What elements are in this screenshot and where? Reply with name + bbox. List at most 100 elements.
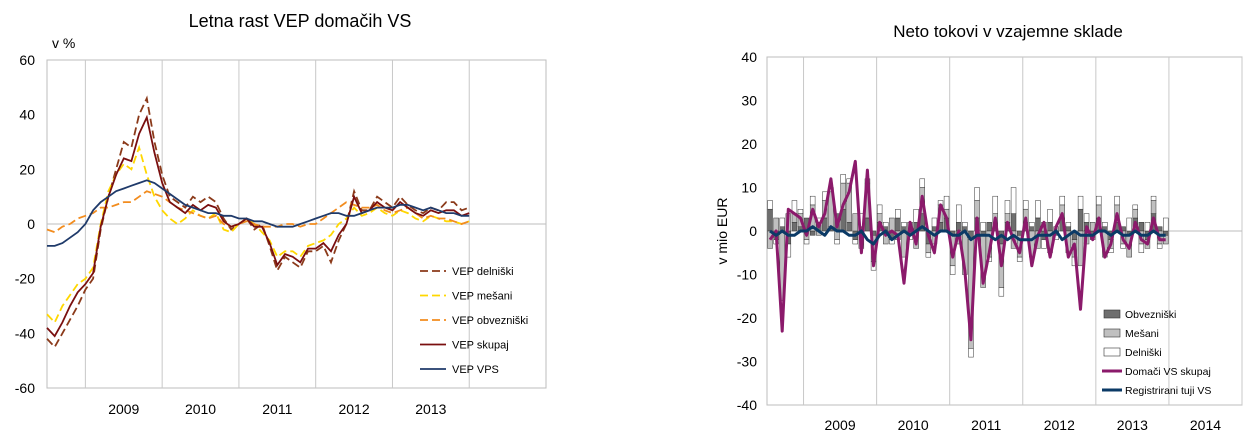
y-tick-label: 60 (19, 52, 35, 68)
y-axis-label: v % (52, 35, 75, 51)
bar-3 (925, 252, 932, 258)
legend-swatch (1103, 328, 1121, 338)
bar-3 (840, 174, 846, 184)
bar-3 (943, 195, 950, 210)
y-tick-label: 0 (27, 216, 35, 232)
bar-1 (1065, 226, 1072, 232)
bar-1 (767, 209, 773, 232)
bar-3 (1163, 217, 1169, 232)
bar-3 (931, 217, 938, 227)
y-tick-label: -20 (737, 310, 757, 326)
bar-3 (968, 348, 974, 358)
bar-3 (1102, 222, 1108, 227)
bar-3 (1059, 195, 1065, 206)
bar-3 (1138, 243, 1145, 253)
bar-3 (1065, 222, 1072, 227)
legend-label: VEP skupaj (452, 340, 509, 352)
bar-2 (852, 213, 858, 232)
y-axis-label: v mio EUR (714, 198, 730, 265)
bar-2 (773, 217, 779, 232)
x-tick-label: 2009 (108, 401, 139, 417)
bar-3 (949, 265, 956, 275)
bar-3 (1114, 195, 1120, 206)
series-line-4 (46, 114, 470, 338)
y-tick-label: 0 (749, 223, 757, 239)
y-tick-label: 40 (19, 107, 35, 123)
x-tick-label: 2014 (1190, 417, 1221, 433)
y-tick-label: 10 (741, 180, 757, 196)
x-tick-label: 2010 (185, 401, 216, 417)
x-tick-label: 2011 (971, 417, 1001, 433)
x-tick-label: 2011 (262, 401, 292, 417)
bar-3 (1010, 187, 1017, 214)
bar-3 (809, 195, 816, 206)
y-tick-label: -60 (15, 380, 35, 396)
legend-label: VEP obvezniški (452, 315, 528, 327)
legend-label: Obvezniški (1125, 309, 1176, 321)
series-line-3 (46, 190, 470, 234)
bar-3 (1083, 213, 1090, 223)
chart-domestic-growth: 60 40 20 0 -20 -40 -60 2009 2010 2011 2012 2013 Letn… (0, 0, 600, 438)
series-line-2 (769, 225, 1166, 246)
bar-3 (1150, 195, 1157, 201)
y-tick-label: 20 (741, 136, 757, 152)
legend-swatch (1103, 309, 1121, 319)
x-tick-label: 2012 (1044, 417, 1075, 433)
bar-2 (889, 217, 895, 232)
bar-1 (1138, 222, 1145, 232)
bar-1 (846, 222, 852, 232)
bar-1 (791, 222, 798, 232)
bar-3 (1144, 222, 1151, 232)
x-tick-label: 2010 (898, 417, 929, 433)
bar-1 (1047, 222, 1053, 232)
bar-2 (1096, 204, 1102, 219)
bar-3 (852, 239, 858, 245)
x-tick-label: 2012 (338, 401, 369, 417)
bar-3 (1029, 222, 1035, 227)
bar-3 (1126, 217, 1132, 232)
bar-3 (1077, 195, 1084, 210)
legend-label: VEP delniški (452, 266, 514, 278)
legend-label: Mešani (1125, 328, 1159, 340)
bar-2 (1132, 209, 1138, 219)
bar-3 (834, 239, 840, 245)
bar-2 (974, 200, 980, 219)
y-tick-label: -20 (15, 271, 35, 287)
bar-2 (1077, 230, 1084, 267)
bar-1 (986, 222, 992, 232)
legend-label: Delniški (1125, 347, 1162, 359)
bar-3 (767, 200, 773, 210)
bar-3 (901, 222, 907, 227)
bar-1 (895, 217, 901, 232)
y-tick-label: -30 (737, 354, 757, 370)
y-tick-label: -40 (737, 397, 757, 413)
x-tick-label: 2009 (824, 417, 855, 433)
bar-3 (998, 287, 1005, 297)
bar-2 (1150, 200, 1157, 214)
legend-label: VEP VPS (452, 364, 499, 376)
bar-3 (1132, 204, 1138, 210)
bar-3 (1004, 200, 1011, 214)
bar-3 (919, 178, 925, 188)
bar-3 (895, 209, 901, 219)
bar-1 (1029, 226, 1035, 232)
legend-label: Registrirani tuji VS (1125, 385, 1211, 397)
bar-1 (1010, 213, 1017, 232)
bar-3 (956, 204, 962, 223)
bar-3 (1041, 239, 1047, 249)
x-tick-label: 2013 (415, 401, 446, 417)
chart-title: Neto tokovi v vzajemne sklade (893, 22, 1123, 41)
legend-label: VEP mešani (452, 291, 512, 303)
bar-3 (876, 204, 883, 214)
bar-3 (992, 195, 998, 214)
y-tick-label: 30 (741, 93, 757, 109)
bar-3 (883, 222, 889, 227)
y-tick-label: 20 (19, 161, 35, 177)
bar-3 (1035, 200, 1041, 219)
series-line-5 (47, 179, 470, 247)
legend-swatch (1103, 347, 1121, 357)
x-tick-label: 2013 (1117, 417, 1148, 433)
bar-3 (1047, 209, 1053, 223)
bar-3 (803, 239, 810, 245)
bar-1 (1077, 209, 1084, 232)
